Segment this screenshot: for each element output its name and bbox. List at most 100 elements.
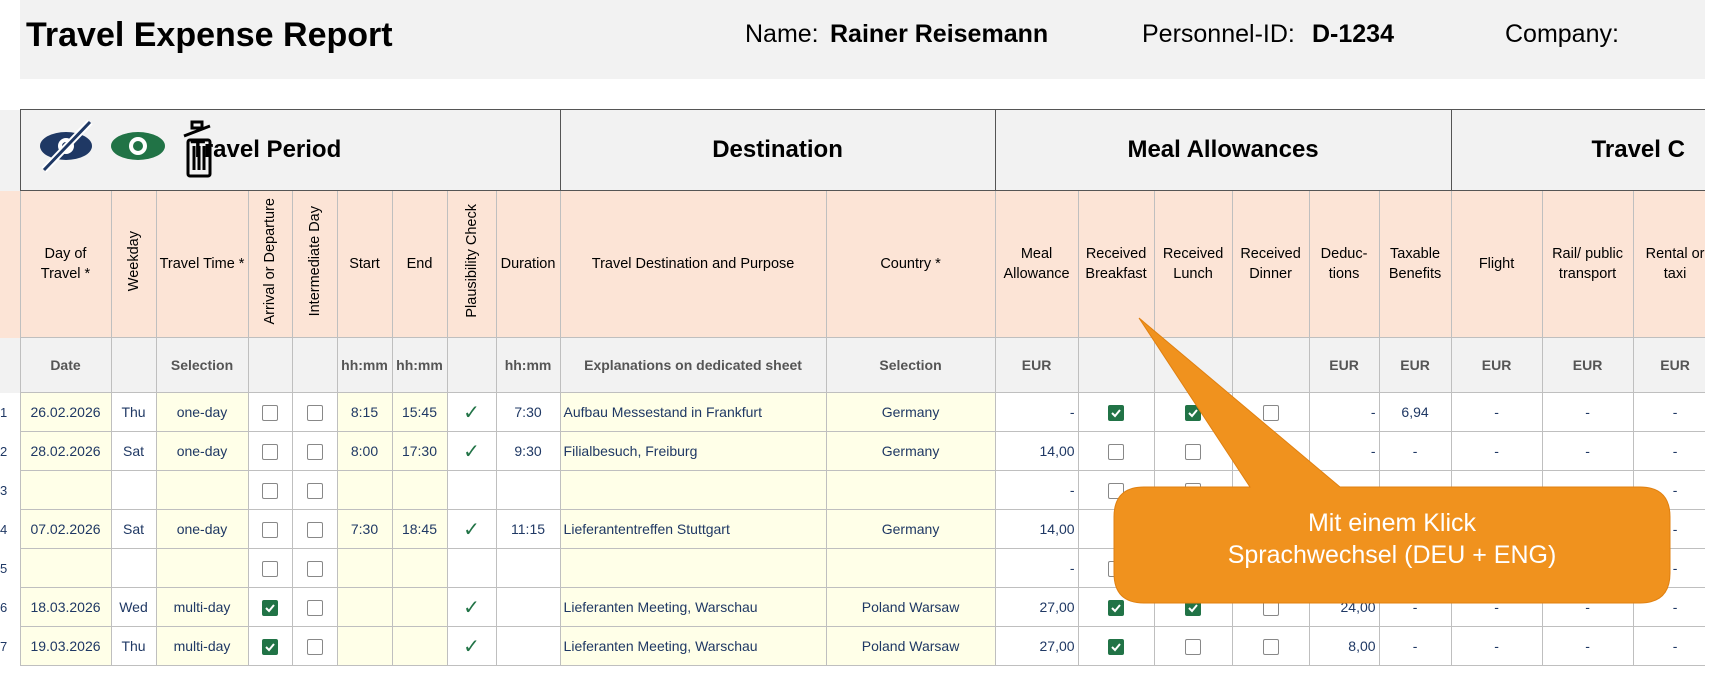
unit-cell <box>291 337 338 393</box>
checkbox[interactable] <box>1108 482 1125 499</box>
column-label: Duration <box>500 256 556 272</box>
cell: 17:30 <box>391 431 448 471</box>
unit-label: Selection <box>879 357 942 373</box>
column-label: Received Lunch <box>1162 246 1224 282</box>
checkbox[interactable] <box>1108 599 1125 616</box>
checkbox[interactable] <box>1108 404 1125 421</box>
column-header: Plausibility Check <box>446 190 497 338</box>
cell-text: - <box>1069 560 1075 576</box>
column-header: Weekday <box>110 190 157 338</box>
delete-icon[interactable] <box>183 120 212 178</box>
checkbox[interactable] <box>262 404 278 421</box>
column-label: Received Breakfast <box>1085 246 1147 282</box>
checkbox[interactable] <box>306 521 323 538</box>
plausibility-check: ✓ <box>463 596 480 619</box>
checkbox[interactable] <box>262 599 278 616</box>
checkbox[interactable] <box>262 638 278 655</box>
checkbox[interactable] <box>262 482 278 499</box>
cell: 14,00 <box>994 431 1079 471</box>
unit-label: Selection <box>170 357 234 373</box>
unit-label: Date <box>50 357 81 373</box>
column-header: Received Breakfast <box>1077 190 1155 338</box>
column-label: Flight <box>1478 256 1515 272</box>
checkbox[interactable] <box>262 443 278 460</box>
unit-label: EUR <box>1021 357 1052 373</box>
column-header: Country * <box>825 190 996 338</box>
cell: one-day <box>155 392 249 432</box>
unit-cell: hh:mm <box>495 337 561 393</box>
cell <box>336 470 393 510</box>
column-header: Travel Destination and Purpose <box>559 190 827 338</box>
checkbox[interactable] <box>306 443 323 460</box>
cell <box>825 548 996 588</box>
cell-text: 27,00 <box>1039 599 1075 615</box>
column-label: Received Dinner <box>1240 246 1301 282</box>
cell <box>155 470 249 510</box>
cell: Thu <box>110 392 157 432</box>
checkbox[interactable] <box>1185 404 1202 421</box>
checkbox[interactable] <box>1108 638 1125 655</box>
checkbox[interactable] <box>306 638 323 655</box>
show-icon[interactable] <box>111 132 165 160</box>
checkbox[interactable] <box>262 560 278 577</box>
cell-text: 15:45 <box>401 404 438 420</box>
cell: - <box>1378 626 1452 666</box>
unit-cell: EUR <box>1450 337 1543 393</box>
cell-text: - <box>1370 443 1376 459</box>
checkbox[interactable] <box>1262 404 1279 421</box>
cell <box>391 587 448 627</box>
data-row: 5 - - <box>0 548 1705 588</box>
checkbox[interactable] <box>1108 443 1125 460</box>
row-number <box>0 190 20 338</box>
row-number: 6 <box>0 599 8 615</box>
row-number: 1 <box>0 404 8 420</box>
unit-label: hh:mm <box>396 357 443 373</box>
hide-icon[interactable] <box>40 119 93 173</box>
section-header: Destination <box>559 109 996 191</box>
column-header: Duration <box>495 190 561 338</box>
cell-text: multi-day <box>173 599 231 615</box>
column-label: End <box>406 256 433 272</box>
cell: 9:30 <box>495 431 561 471</box>
cell: Germany <box>825 392 996 432</box>
column-header: Arrival or Departure <box>247 190 293 338</box>
cell-text: - <box>1672 404 1678 420</box>
column-label: Rental or taxi <box>1645 246 1705 282</box>
column-header: Rail/ public transport <box>1541 190 1634 338</box>
checkbox[interactable] <box>306 482 323 499</box>
cell-text: Germany <box>881 443 940 459</box>
column-label: Taxable Benefits <box>1388 246 1442 282</box>
cell: one-day <box>155 509 249 549</box>
checkbox[interactable] <box>262 521 278 538</box>
callout-text: Sprachwechsel (DEU + ENG) <box>1228 541 1557 569</box>
cell-text: Aufbau Messestand in Frankfurt <box>563 404 762 420</box>
unit-cell: Selection <box>155 337 249 393</box>
cell <box>1077 626 1155 666</box>
cell-text: 18.03.2026 <box>30 599 101 615</box>
cell: - <box>1632 431 1705 471</box>
personnel-label: Personnel-ID: <box>1142 20 1295 48</box>
cell-text: Sat <box>122 443 144 459</box>
cell-text: - <box>1370 404 1376 420</box>
cell-text: Wed <box>119 599 148 615</box>
checkbox[interactable] <box>306 599 323 616</box>
cell: 07.02.2026 <box>19 509 112 549</box>
checkbox[interactable] <box>1185 443 1202 460</box>
section-label: Meal Allowances <box>1127 136 1319 163</box>
cell: - <box>994 392 1079 432</box>
checkbox[interactable] <box>1262 638 1279 655</box>
unit-cell: hh:mm <box>336 337 393 393</box>
personnel-id: D-1234 <box>1312 20 1394 48</box>
cell-text: - <box>1412 638 1418 654</box>
unit-label: EUR <box>1660 357 1690 373</box>
cell-text: Thu <box>121 404 146 420</box>
checkbox[interactable] <box>306 404 323 421</box>
cell <box>19 548 112 588</box>
checkbox[interactable] <box>306 560 323 577</box>
cell: Germany <box>825 509 996 549</box>
unit-cell: EUR <box>1632 337 1705 393</box>
cell-text: - <box>1585 404 1590 420</box>
checkbox[interactable] <box>1185 638 1202 655</box>
cell: - <box>1378 431 1452 471</box>
